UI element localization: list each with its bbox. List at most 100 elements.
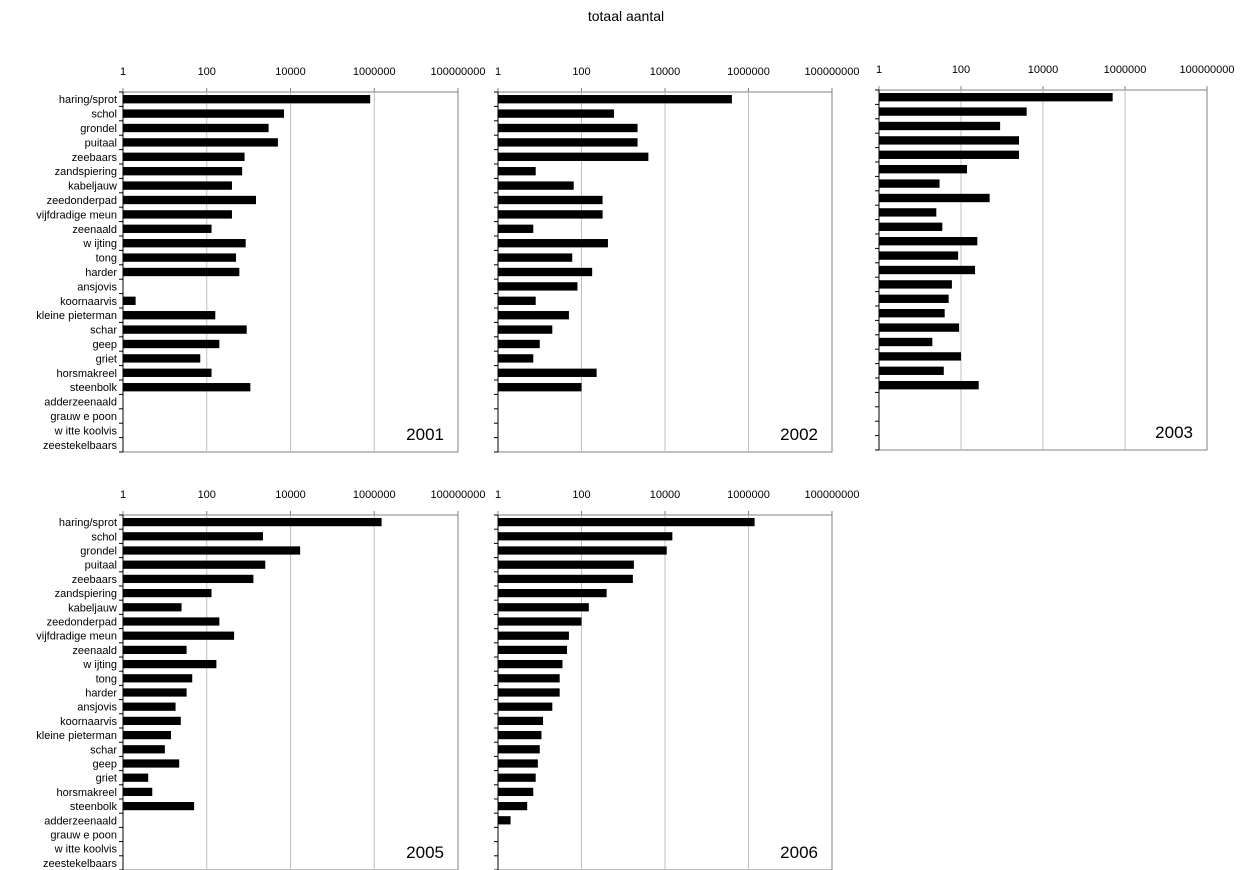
year-label: 2001 — [406, 425, 444, 444]
bar — [879, 193, 990, 203]
bar — [123, 138, 278, 147]
bar — [123, 167, 243, 176]
bar — [498, 311, 569, 320]
bar — [123, 574, 254, 584]
category-label: tong — [96, 673, 117, 685]
bar — [123, 674, 193, 683]
bar — [498, 95, 732, 104]
bar — [123, 631, 235, 640]
bar — [123, 123, 269, 133]
category-label: horsmakreel — [56, 368, 117, 380]
category-label: puitaal — [85, 137, 117, 149]
x-tick-label: 10000 — [275, 489, 306, 501]
chart-title: totaal aantal — [587, 8, 665, 24]
bar — [123, 354, 201, 363]
x-tick-label: 100 — [198, 66, 216, 78]
bar — [123, 560, 266, 569]
bar — [123, 239, 246, 248]
bar — [879, 265, 976, 275]
bar — [123, 759, 180, 768]
category-label: koornaarvis — [60, 716, 117, 728]
bar — [498, 224, 534, 233]
bar — [123, 588, 212, 598]
bar — [123, 311, 216, 320]
bar — [498, 716, 544, 726]
bar — [123, 152, 245, 161]
category-label: kabeljauw — [68, 181, 117, 193]
category-label: schar — [90, 744, 117, 756]
bar — [123, 224, 212, 233]
x-tick-label: 1000000 — [1104, 64, 1147, 76]
category-label: zeebaars — [72, 574, 118, 586]
category-label: w itte koolvis — [54, 844, 118, 856]
bar — [498, 325, 553, 334]
bar — [123, 109, 285, 118]
category-label: steenbolk — [70, 801, 118, 813]
bar — [498, 210, 603, 219]
bar — [879, 323, 960, 332]
category-label: schar — [90, 325, 117, 337]
bar — [498, 167, 536, 176]
bar — [879, 136, 1020, 145]
category-label: steenbolk — [70, 382, 118, 394]
bar — [498, 603, 589, 612]
x-tick-label: 100000000 — [1179, 64, 1234, 76]
bar — [123, 787, 153, 797]
bar — [879, 381, 979, 390]
bar — [879, 294, 949, 303]
bar — [498, 816, 511, 825]
category-label: grondel — [80, 546, 117, 558]
bar — [498, 546, 667, 555]
category-label: w ijting — [82, 238, 117, 250]
x-tick-label: 1 — [876, 64, 882, 76]
bar — [879, 165, 967, 174]
bar — [498, 674, 560, 683]
category-label: schol — [91, 531, 117, 543]
category-label: tong — [96, 253, 117, 265]
category-label: harder — [85, 688, 117, 700]
bar — [498, 645, 568, 655]
x-tick-label: 100 — [572, 489, 590, 501]
bar — [123, 702, 176, 711]
category-label: zandspiering — [55, 166, 117, 178]
bar — [879, 237, 978, 246]
year-label: 2002 — [780, 425, 818, 444]
category-label: schol — [91, 109, 117, 121]
bar — [879, 251, 959, 260]
category-label: geep — [93, 339, 117, 351]
bar — [498, 267, 593, 277]
category-label: vijfdradige meun — [36, 631, 117, 643]
category-label: adderzeenaald — [44, 815, 117, 827]
bar — [498, 239, 608, 248]
bar — [879, 121, 1001, 131]
bar — [498, 195, 603, 205]
category-label: puitaal — [85, 560, 117, 572]
bar — [123, 801, 195, 811]
x-tick-label: 100 — [198, 489, 216, 501]
category-label: horsmakreel — [56, 787, 117, 799]
bar — [123, 325, 247, 334]
category-label: koornaarvis — [60, 296, 117, 308]
year-label: 2006 — [780, 843, 818, 862]
bar — [498, 123, 638, 133]
bar — [123, 195, 256, 205]
x-tick-label: 100 — [952, 64, 970, 76]
category-label: zandspiering — [55, 588, 117, 600]
bar — [123, 339, 220, 349]
bar — [123, 730, 171, 740]
bar — [123, 659, 217, 669]
bar — [498, 109, 614, 118]
category-label: zeebaars — [72, 152, 118, 164]
bar — [498, 759, 538, 768]
bar — [498, 787, 534, 797]
category-label: ansjovis — [77, 281, 117, 293]
bar — [498, 368, 597, 377]
category-label: geep — [93, 759, 117, 771]
bar — [498, 688, 560, 697]
bar — [498, 801, 528, 811]
x-tick-label: 1000000 — [353, 66, 396, 78]
bar — [879, 222, 943, 231]
category-label: kleine pieterman — [36, 730, 117, 742]
bar — [498, 745, 540, 754]
